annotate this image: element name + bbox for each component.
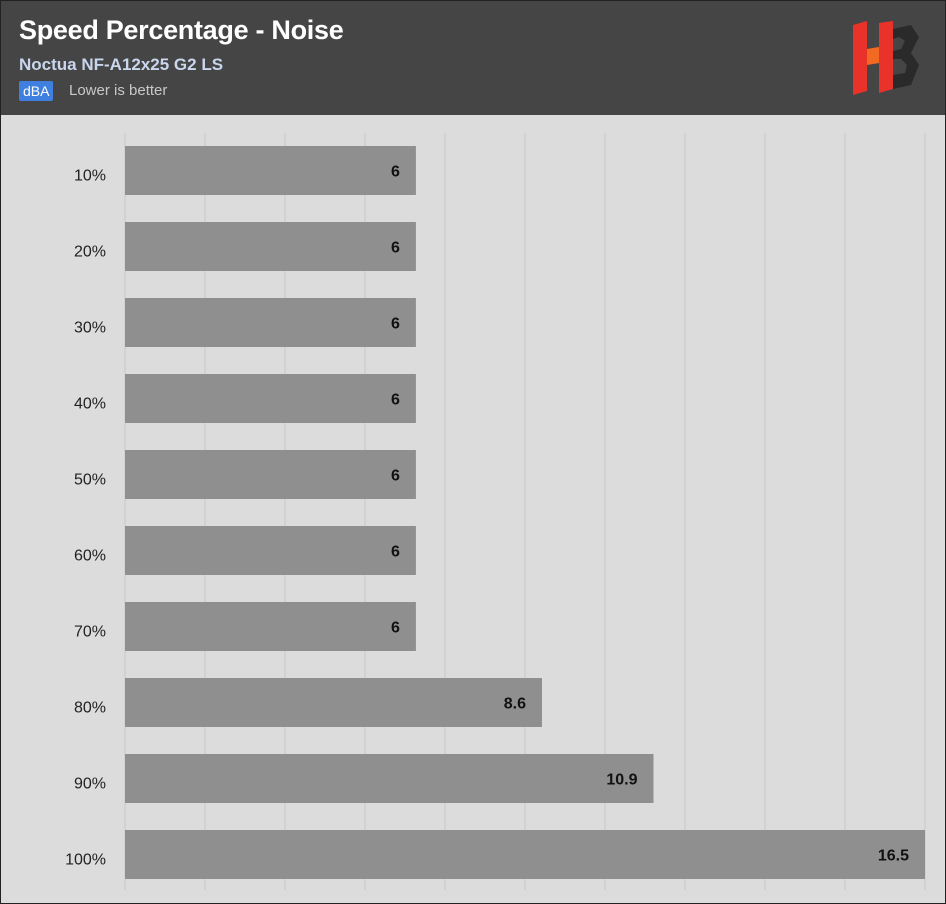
bar-value-label: 6 [391, 392, 400, 409]
chart-subtitle: Noctua NF-A12x25 G2 LS [19, 55, 224, 74]
category-label: 80% [74, 700, 106, 717]
category-label: 70% [74, 624, 106, 641]
bar-80pct [125, 678, 542, 727]
bar-60pct [125, 526, 416, 575]
bar-value-label: 6 [391, 316, 400, 333]
bars: 6 6 6 6 6 6 6 8.6 10.9 16.5 [125, 146, 925, 879]
bar-value-label: 6 [391, 544, 400, 561]
bar-10pct [125, 146, 416, 195]
hb-logo-icon [853, 21, 919, 95]
category-labels: 10% 20% 30% 40% 50% 60% 70% 80% 90% 100% [65, 168, 106, 869]
category-label: 60% [74, 548, 106, 565]
bar-value-label: 8.6 [504, 696, 526, 713]
category-label: 30% [74, 320, 106, 337]
bar-value-label: 6 [391, 240, 400, 257]
bar-100pct [125, 830, 925, 879]
category-label: 50% [74, 472, 106, 489]
bar-value-label: 16.5 [878, 848, 909, 865]
bar-value-label: 6 [391, 620, 400, 637]
category-label: 40% [74, 396, 106, 413]
category-label: 100% [65, 852, 106, 869]
lower-is-better-note: Lower is better [69, 82, 168, 99]
bar-70pct [125, 602, 416, 651]
bar-value-label: 10.9 [606, 772, 637, 789]
category-label: 10% [74, 168, 106, 185]
bar-value-label: 6 [391, 468, 400, 485]
bar-value-label: 6 [391, 164, 400, 181]
chart-title: Speed Percentage - Noise [19, 15, 344, 45]
unit-badge: dBA [19, 81, 54, 101]
bar-20pct [125, 222, 416, 271]
bar-90pct [125, 754, 654, 803]
bar-50pct [125, 450, 416, 499]
category-label: 20% [74, 244, 106, 261]
bar-40pct [125, 374, 416, 423]
bar-30pct [125, 298, 416, 347]
chart-header: Speed Percentage - Noise Noctua NF-A12x2… [1, 1, 945, 115]
category-label: 90% [74, 776, 106, 793]
bar-chart: 6 6 6 6 6 6 6 8.6 10.9 16.5 10% 20% 30% 40% 50% 60% 70%… [65, 133, 926, 890]
